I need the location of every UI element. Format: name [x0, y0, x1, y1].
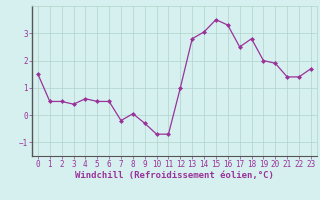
X-axis label: Windchill (Refroidissement éolien,°C): Windchill (Refroidissement éolien,°C): [75, 171, 274, 180]
